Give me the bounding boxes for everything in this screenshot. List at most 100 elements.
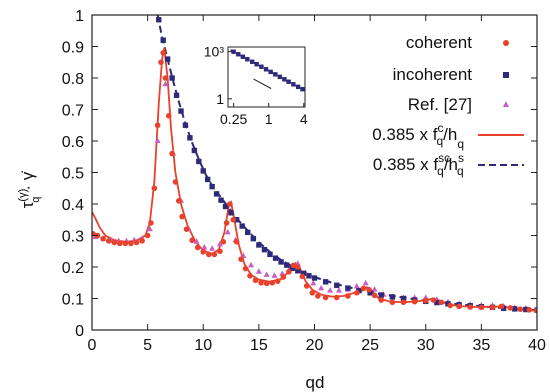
marker-ref27	[362, 279, 369, 286]
y-tick-label: 0.2	[62, 260, 84, 277]
marker-ref27	[224, 228, 231, 235]
marker-incoherent	[169, 75, 175, 81]
inset-marker-incoherent	[300, 86, 305, 92]
x-tick-label: 40	[528, 337, 546, 354]
inset-marker-incoherent	[277, 74, 282, 80]
inset-marker-incoherent	[249, 59, 255, 64]
marker-ref27	[162, 80, 169, 87]
marker-ref27	[294, 260, 301, 266]
marker-coherent	[172, 179, 179, 185]
marker-coherent	[154, 122, 161, 129]
legend-marker-ref27	[503, 101, 509, 107]
marker-incoherent	[389, 294, 396, 300]
marker-coherent	[517, 306, 524, 313]
marker-incoherent	[178, 108, 184, 114]
marker-incoherent	[256, 242, 262, 248]
marker-coherent	[200, 249, 207, 255]
legend-label-coherent: coherent	[406, 33, 472, 52]
marker-coherent	[206, 251, 212, 258]
marker-coherent	[371, 292, 378, 299]
marker-coherent	[133, 239, 140, 246]
marker-incoherent	[434, 299, 440, 306]
marker-incoherent	[378, 292, 384, 298]
marker-ref27	[216, 240, 223, 247]
marker-incoherent	[300, 270, 307, 276]
marker-ref27	[248, 261, 255, 268]
marker-incoherent	[209, 183, 215, 190]
marker-coherent	[456, 303, 462, 310]
legend-marker-incoherent	[503, 72, 509, 78]
y-axis-label: τ(γ)q· γ̇	[17, 171, 42, 209]
marker-coherent	[467, 304, 474, 310]
marker-incoherent	[512, 306, 518, 312]
marker-coherent	[217, 248, 223, 255]
marker-incoherent	[164, 56, 171, 62]
marker-ref27	[335, 287, 342, 293]
inset-y-tick-label: 1	[216, 91, 224, 107]
marker-coherent	[233, 239, 240, 245]
marker-coherent	[309, 290, 316, 296]
marker-incoherent	[334, 282, 340, 288]
marker-incoherent	[182, 122, 189, 128]
marker-coherent	[430, 297, 437, 303]
marker-coherent	[162, 75, 169, 81]
marker-coherent	[148, 220, 154, 226]
marker-ref27	[146, 225, 153, 232]
marker-ref27	[318, 284, 325, 291]
marker-ref27	[353, 283, 360, 289]
marker-incoherent	[289, 265, 295, 271]
inset-marker-incoherent	[254, 62, 259, 67]
marker-coherent	[303, 283, 310, 289]
x-tick-label: 20	[306, 337, 324, 354]
marker-coherent	[227, 201, 233, 207]
series-line-coherent-fit	[92, 47, 537, 312]
legend: coherent incoherent Ref. [27] 0.385 x fc q/h…	[372, 33, 524, 178]
y-tick-label: 0.5	[62, 166, 84, 183]
marker-coherent	[263, 280, 270, 287]
marker-coherent	[165, 113, 172, 119]
marker-coherent	[315, 293, 321, 299]
x-tick-label: 0	[88, 337, 97, 354]
marker-incoherent	[218, 197, 224, 203]
marker-ref27	[255, 268, 262, 274]
inset-marker-incoherent	[295, 84, 301, 90]
inset-x-tick-label: 4	[300, 111, 308, 127]
x-tick-label: 15	[250, 337, 268, 354]
x-tick-label: 35	[472, 337, 490, 354]
marker-incoherent	[250, 235, 257, 242]
y-tick-label: 0	[75, 323, 84, 340]
marker-coherent	[169, 150, 175, 157]
main-axes: 0 5 10 15 20 25 30 35 40 0 0.1 0.2 0.3 0.4 0.5 0.6 0.7 0.…	[62, 8, 546, 354]
marker-ref27	[209, 245, 216, 251]
marker-coherent	[286, 268, 292, 275]
inset-y-tick-label: 10³	[204, 44, 225, 60]
marker-coherent	[117, 240, 123, 247]
legend-label-incoherent: incoherent	[393, 65, 473, 84]
marker-coherent	[238, 256, 244, 262]
legend-label-fit_s: 0.385 x fsc q/hs q	[373, 151, 464, 178]
y-tick-label: 0.1	[62, 292, 84, 309]
marker-coherent	[160, 50, 166, 56]
marker-coherent	[230, 216, 237, 223]
marker-coherent	[526, 307, 533, 313]
marker-coherent	[179, 213, 185, 220]
inset-marker-incoherent	[282, 77, 287, 82]
marker-coherent	[507, 305, 514, 311]
inset-series-layer	[230, 49, 305, 92]
marker-incoherent	[283, 262, 290, 268]
main-series-layer	[92, 15, 537, 314]
marker-coherent	[280, 274, 287, 280]
inset-x-tick-label: 1	[265, 111, 273, 127]
marker-coherent	[220, 239, 227, 245]
marker-coherent	[353, 290, 360, 296]
marker-coherent	[111, 239, 118, 246]
marker-incoherent	[400, 295, 407, 302]
marker-ref27	[193, 238, 200, 244]
marker-coherent	[489, 304, 496, 311]
marker-coherent	[258, 279, 264, 286]
marker-incoherent	[222, 203, 229, 210]
inset-marker-incoherent	[236, 52, 241, 57]
marker-coherent	[378, 297, 385, 303]
marker-coherent	[105, 238, 112, 244]
